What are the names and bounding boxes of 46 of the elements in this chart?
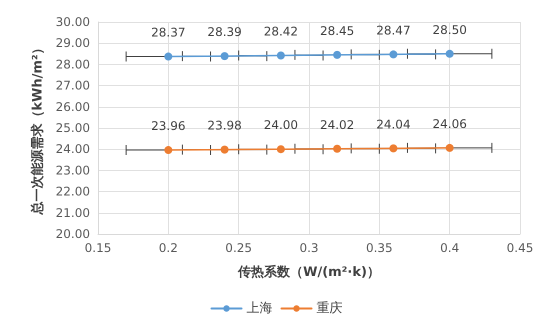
x-tick-label: 0.15 (84, 241, 112, 255)
y-tick-label: 22.00 (56, 184, 90, 199)
x-tick-label: 0.25 (225, 241, 252, 255)
y-tick-label: 25.00 (56, 121, 90, 135)
data-label: 23.96 (151, 119, 186, 134)
legend-label: 上海 (246, 301, 272, 316)
x-tick-label: 0.45 (506, 241, 534, 255)
data-label: 28.37 (151, 26, 186, 40)
data-label: 23.98 (207, 118, 242, 133)
point (220, 52, 229, 60)
data-label: 24.04 (376, 117, 411, 132)
x-tick-label: 0.35 (366, 241, 393, 255)
y-axis-title: 总一次能源需求（kWh/m²） (30, 41, 46, 216)
y-tick-label: 27.00 (56, 78, 90, 93)
x-tick-label: 0.2 (158, 241, 178, 255)
x-tick-label: 0.3 (299, 241, 319, 255)
point (389, 144, 398, 152)
y-tick-label: 30.00 (56, 15, 90, 29)
data-label: 24.06 (432, 116, 467, 131)
point (164, 146, 172, 154)
x-tick-label: 0.4 (440, 241, 460, 255)
y-tick-label: 28.00 (56, 57, 90, 72)
y-tick-label: 21.00 (56, 206, 90, 220)
data-label: 28.39 (207, 25, 242, 40)
point (276, 145, 285, 154)
y-tick-label: 26.00 (56, 100, 90, 114)
data-label: 24.00 (264, 118, 298, 132)
point (276, 52, 285, 60)
data-label: 24.02 (320, 118, 354, 132)
y-tick-label: 24.00 (56, 142, 90, 156)
point (164, 52, 172, 61)
point (333, 50, 342, 59)
point (446, 144, 454, 152)
y-tick-label: 29.00 (56, 36, 90, 50)
data-label: 28.47 (376, 23, 411, 38)
data-label: 28.42 (264, 24, 298, 38)
data-label: 28.50 (432, 22, 467, 37)
point (333, 144, 342, 153)
point (220, 146, 229, 154)
point (389, 50, 398, 58)
data-label: 28.45 (320, 24, 354, 38)
x-axis-title: 传热系数（W/(m²·k)） (237, 264, 380, 280)
point (446, 50, 454, 58)
y-tick-label: 20.00 (56, 227, 90, 241)
y-tick-label: 23.00 (56, 163, 90, 178)
legend-label: 重庆 (316, 301, 342, 316)
